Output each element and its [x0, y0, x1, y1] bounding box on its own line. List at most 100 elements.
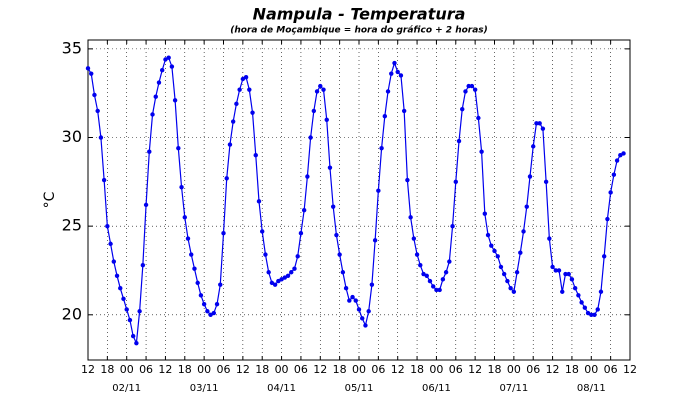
data-point [392, 60, 397, 66]
data-point [553, 268, 558, 273]
x-tick-label: 06 [371, 363, 385, 376]
data-point [379, 145, 384, 151]
data-point [476, 115, 481, 121]
x-tick-label: 12 [623, 363, 637, 376]
plot-frame [87, 39, 631, 361]
x-tick-label: 18 [565, 363, 579, 376]
data-point [466, 83, 471, 89]
data-point [524, 204, 529, 209]
x-tick-label: 06 [294, 363, 308, 376]
data-point [443, 270, 449, 275]
data-point [247, 87, 252, 92]
data-point [295, 254, 300, 259]
x-tick-label: 12 [81, 363, 95, 376]
chart-title: Nampula - Temperatura [253, 5, 466, 24]
data-point [237, 87, 242, 92]
data-point [360, 316, 365, 321]
data-point [343, 285, 349, 291]
x-tick-label: 18 [178, 363, 192, 376]
data-point [111, 259, 117, 264]
data-point [463, 89, 468, 94]
date-label: 05/11 [345, 383, 374, 394]
date-label: 02/11 [112, 383, 141, 394]
data-point [385, 89, 391, 94]
data-point [582, 305, 588, 310]
data-point [621, 151, 626, 156]
data-point [405, 177, 410, 183]
data-point [330, 204, 336, 209]
data-point [440, 277, 446, 282]
data-point [118, 285, 123, 291]
data-point [611, 172, 617, 177]
x-tick-label: 12 [546, 363, 560, 376]
x-tick-label: 18 [255, 363, 269, 376]
data-point [398, 73, 404, 78]
x-tick-label: 00 [584, 363, 598, 376]
data-point [572, 285, 578, 291]
data-point [589, 312, 594, 317]
x-tick-label: 06 [139, 363, 153, 376]
data-point [579, 300, 584, 305]
x-tick-label: 06 [217, 363, 231, 376]
data-point [314, 89, 320, 94]
data-point [543, 179, 549, 185]
data-point [605, 216, 610, 222]
data-point [547, 236, 552, 241]
data-point [618, 153, 623, 158]
data-point [350, 294, 355, 300]
data-point [276, 278, 281, 284]
data-point [205, 309, 210, 314]
data-point [121, 296, 126, 302]
data-point [550, 264, 555, 270]
data-point [150, 112, 155, 117]
data-point [527, 174, 533, 179]
data-point [540, 126, 546, 131]
data-point [569, 277, 575, 282]
data-point [153, 94, 158, 99]
data-point [124, 307, 129, 312]
data-point [431, 284, 436, 289]
date-label: 07/11 [499, 383, 528, 394]
data-point [563, 271, 568, 277]
data-point [198, 293, 204, 298]
data-point [472, 87, 478, 92]
data-point [327, 165, 333, 170]
data-point [495, 254, 500, 259]
data-point [134, 340, 139, 346]
data-point [372, 238, 378, 243]
data-point [585, 310, 591, 316]
data-point [189, 252, 194, 257]
data-point [98, 135, 104, 140]
data-point [514, 270, 520, 275]
data-point [301, 207, 307, 213]
x-tick-label: 18 [488, 363, 502, 376]
data-point [324, 117, 329, 122]
data-point [108, 241, 113, 247]
x-tick-label: 12 [391, 363, 405, 376]
y-tick-label: 30 [62, 127, 82, 146]
data-point [382, 114, 388, 119]
x-tick-label: 12 [236, 363, 250, 376]
data-point [176, 145, 181, 151]
data-point [427, 278, 433, 284]
data-point [318, 83, 323, 89]
data-point [595, 307, 600, 312]
data-point [256, 199, 262, 204]
data-point [437, 287, 442, 293]
data-point [85, 66, 91, 71]
date-label: 03/11 [190, 383, 219, 394]
data-point [114, 273, 120, 278]
data-point [311, 108, 317, 114]
data-point [434, 287, 439, 293]
data-point [369, 282, 375, 287]
data-point [556, 268, 562, 273]
x-tick-label: 12 [313, 363, 327, 376]
y-axis-label: °C [42, 191, 58, 208]
x-tick-label: 12 [468, 363, 482, 376]
data-point [334, 232, 339, 238]
data-point [508, 285, 513, 291]
data-point [395, 69, 400, 75]
data-point [240, 76, 246, 82]
